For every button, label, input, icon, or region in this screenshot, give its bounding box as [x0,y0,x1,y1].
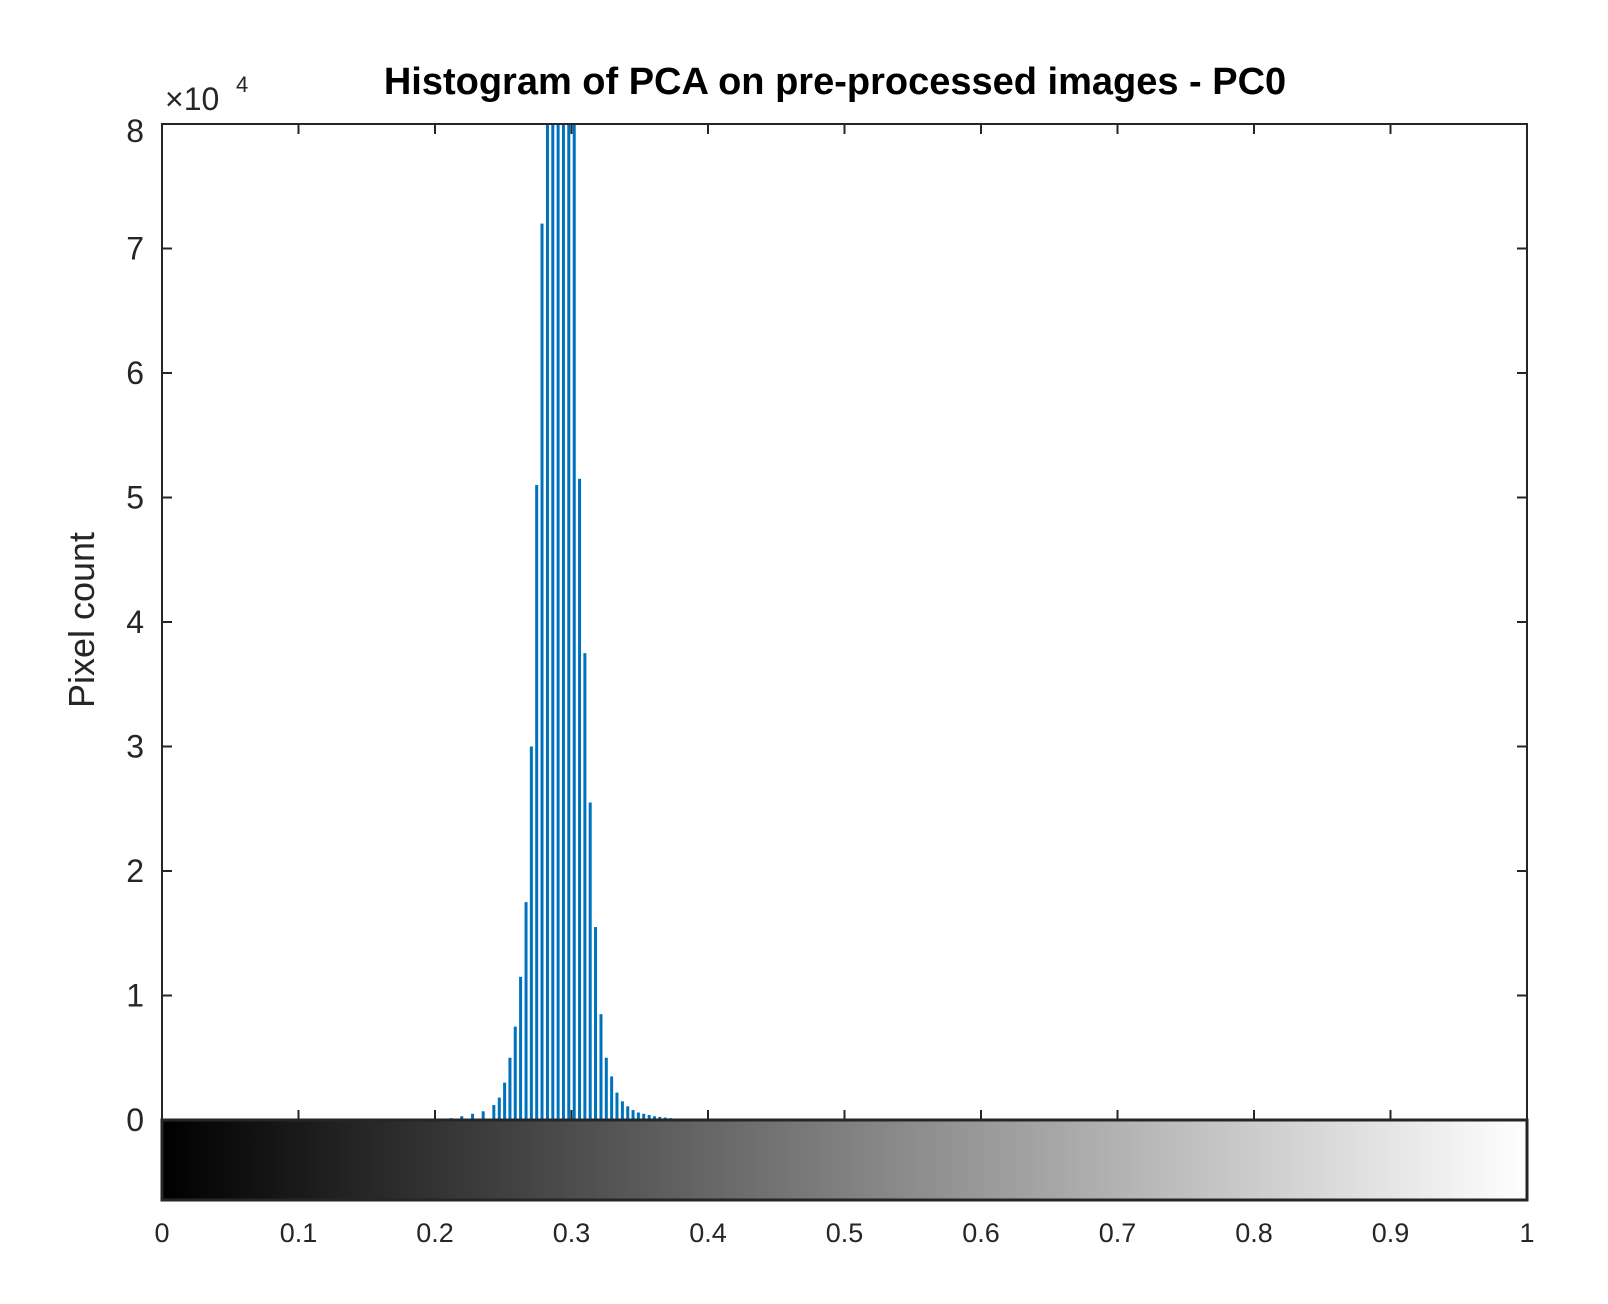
histogram-bar [615,1092,619,1120]
histogram-bar [572,124,576,1120]
colorbar [160,1118,1529,1202]
histogram-bar [636,1112,640,1120]
histogram-bar [647,1115,651,1120]
histogram-bar [545,124,549,1120]
x-tick-label: 0.8 [1235,1218,1273,1248]
histogram-bar [610,1076,614,1120]
y-tick-label: 0 [126,1102,144,1138]
histogram-bar [529,746,533,1120]
y-tick-label: 8 [126,113,144,149]
histogram-bar [508,1057,512,1120]
histogram-bar [631,1110,635,1120]
histogram-bar [583,653,587,1120]
plot-area [162,124,1527,1120]
x-tick-label: 0.4 [689,1218,727,1248]
chart-title: Histogram of PCA on pre-processed images… [384,61,1286,103]
y-exponent-label: ×10 4 [165,72,248,117]
y-axis-label: Pixel count [61,532,102,708]
y-tick-label: 1 [126,978,144,1014]
histogram-bar [620,1101,624,1120]
x-tick-label: 1 [1519,1218,1534,1248]
x-tick-label: 0.3 [553,1218,591,1248]
y-tick-label: 5 [126,480,144,516]
y-tick-label: 7 [126,231,144,267]
histogram-bar [561,124,565,1120]
histogram-bar [460,1116,464,1120]
histogram-bar [567,124,571,1120]
x-tick-label: 0.2 [416,1218,454,1248]
x-tick-label: 0.6 [962,1218,1000,1248]
x-tick-label: 0.9 [1372,1218,1410,1248]
x-tick-label: 0.7 [1099,1218,1137,1248]
histogram-bar [626,1106,630,1120]
histogram-bars [438,124,678,1121]
histogram-bar [492,1105,496,1120]
histogram-bar [642,1113,646,1120]
x-tick-label: 0.5 [826,1218,864,1248]
histogram-bar [513,1026,517,1120]
histogram-bar [551,124,555,1120]
y-tick-label: 3 [126,729,144,765]
plot-frame [161,123,1528,1121]
histogram-bar [588,802,592,1120]
histogram-bar [497,1097,501,1120]
y-exponent-power: 4 [236,72,248,97]
x-axis-ticks: 0 0.1 0.2 0.3 0.4 0.5 0.6 0.7 0.8 0.9 1 [154,124,1535,1248]
histogram-bar [535,485,539,1120]
y-tick-label: 2 [126,853,144,889]
histogram-bar [519,976,523,1120]
y-exponent-base: ×10 [165,81,219,117]
histogram-bar [540,223,544,1121]
x-tick-label: 0.1 [280,1218,318,1248]
histogram-bar [604,1057,608,1120]
histogram-bar [599,1014,603,1120]
y-tick-label: 4 [126,604,144,640]
svg-text:×10: ×10 [165,81,219,117]
histogram-bar [524,902,528,1120]
y-tick-label: 6 [126,355,144,391]
histogram-bar [658,1116,662,1120]
histogram-bar [578,478,582,1120]
colorbar-gradient [160,1118,1529,1202]
histogram-bar [471,1113,475,1120]
histogram-bar [594,927,598,1120]
histogram-bar [652,1116,656,1120]
histogram-bar [556,124,560,1120]
histogram-bar [481,1111,485,1120]
x-tick-label: 0 [154,1218,169,1248]
histogram-bar [503,1082,507,1120]
